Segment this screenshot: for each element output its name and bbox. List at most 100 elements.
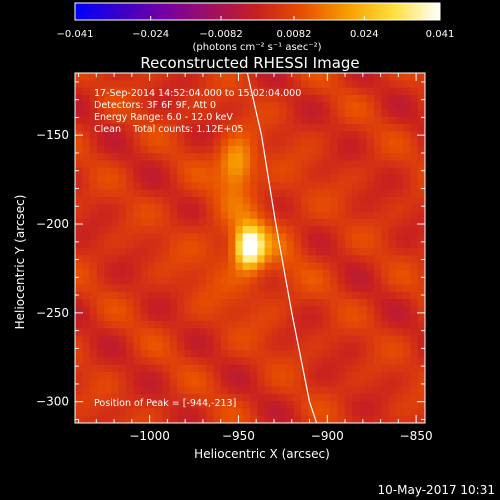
heatmap-cell xyxy=(257,371,266,380)
heatmap-cell xyxy=(308,175,317,183)
heatmap-cell xyxy=(279,204,288,213)
heatmap-cell xyxy=(257,299,266,307)
heatmap-cell xyxy=(235,393,244,402)
heatmap-cell xyxy=(286,269,295,278)
heatmap-cell xyxy=(118,204,127,213)
heatmap-cell xyxy=(198,393,207,402)
heatmap-cell xyxy=(381,218,390,227)
heatmap-cell xyxy=(213,233,222,242)
heatmap-cell xyxy=(133,167,142,176)
heatmap-cell xyxy=(75,335,83,344)
heatmap-cell xyxy=(111,109,120,118)
heatmap-cell xyxy=(301,145,309,154)
heatmap-cell xyxy=(169,109,178,118)
heatmap-cell xyxy=(82,284,91,293)
heatmap-cell xyxy=(403,350,412,358)
heatmap-cell xyxy=(235,182,244,191)
heatmap-cell xyxy=(96,350,105,358)
heatmap-cell xyxy=(104,291,113,300)
heatmap-cell xyxy=(395,204,404,213)
heatmap-cell xyxy=(206,393,215,402)
heatmap-cell xyxy=(344,167,353,176)
heatmap-cell xyxy=(235,204,244,213)
heatmap-cell xyxy=(118,284,127,293)
heatmap-cell xyxy=(250,320,258,329)
heatmap-cell xyxy=(410,233,419,242)
heatmap-cell xyxy=(271,138,280,147)
heatmap-cell xyxy=(89,167,98,176)
heatmap-cell xyxy=(82,262,91,271)
heatmap-cell xyxy=(75,218,83,227)
colorbar-tick-label: −0.041 xyxy=(56,29,93,40)
heatmap-cell xyxy=(126,371,134,380)
heatmap-cell xyxy=(293,408,302,417)
heatmap-cell xyxy=(286,379,295,388)
heatmap-cell xyxy=(118,160,127,169)
heatmap-cell xyxy=(169,328,178,337)
heatmap-cell xyxy=(315,262,324,271)
heatmap-cell xyxy=(264,393,273,402)
heatmap-cell xyxy=(155,379,164,388)
heatmap-cell xyxy=(82,102,91,111)
heatmap-cell xyxy=(271,160,280,169)
heatmap-cell xyxy=(301,371,309,380)
heatmap-cell xyxy=(271,204,280,213)
heatmap-cell xyxy=(104,335,113,344)
heatmap-image xyxy=(75,73,425,423)
heatmap-cell xyxy=(191,284,200,293)
heatmap-cell xyxy=(381,255,390,264)
heatmap-cell xyxy=(242,328,251,337)
heatmap-cell xyxy=(410,408,419,417)
heatmap-cell xyxy=(279,401,288,410)
heatmap-cell xyxy=(250,145,258,154)
heatmap-cell xyxy=(206,87,215,96)
heatmap-cell xyxy=(220,87,229,96)
heatmap-cell xyxy=(337,73,346,81)
heatmap-cell xyxy=(366,306,375,315)
heatmap-cell xyxy=(410,160,419,169)
heatmap-cell xyxy=(162,386,171,395)
heatmap-cell xyxy=(213,124,222,132)
heatmap-cell xyxy=(250,218,258,227)
heatmap-cell xyxy=(133,138,142,147)
heatmap-cell xyxy=(75,189,83,198)
heatmap-cell xyxy=(228,320,237,329)
heatmap-cell xyxy=(373,269,382,278)
heatmap-cell xyxy=(337,218,346,227)
heatmap-cell xyxy=(206,291,215,300)
heatmap-cell xyxy=(147,218,156,227)
heatmap-cell xyxy=(162,401,171,410)
heatmap-cell xyxy=(366,116,375,125)
heatmap-cell xyxy=(359,350,368,358)
heatmap-cell xyxy=(89,94,98,103)
heatmap-cell xyxy=(75,350,83,358)
heatmap-cell xyxy=(220,182,229,191)
heatmap-cell xyxy=(344,189,353,198)
heatmap-cell xyxy=(82,269,91,278)
heatmap-cell xyxy=(322,167,331,176)
heatmap-cell xyxy=(286,371,295,380)
heatmap-cell xyxy=(220,386,229,395)
heatmap-cell xyxy=(228,393,237,402)
heatmap-cell xyxy=(191,342,200,351)
heatmap-cell xyxy=(111,364,120,373)
heatmap-cell xyxy=(198,408,207,417)
heatmap-cell xyxy=(184,94,193,103)
heatmap-cell xyxy=(301,328,309,337)
heatmap-cell xyxy=(198,196,207,205)
heatmap-cell xyxy=(198,379,207,388)
heatmap-cell xyxy=(257,80,266,89)
heatmap-cell xyxy=(315,415,324,423)
heatmap-cell xyxy=(315,138,324,147)
heatmap-cell xyxy=(337,87,346,96)
heatmap-cell xyxy=(293,357,302,366)
heatmap-cell xyxy=(315,269,324,278)
colorbar-units-label: (photons cm⁻² s⁻¹ asec⁻²) xyxy=(192,42,321,53)
heatmap-cell xyxy=(177,379,185,388)
heatmap-cell xyxy=(410,255,419,264)
heatmap-cell xyxy=(381,299,390,307)
heatmap-cell xyxy=(104,124,113,132)
heatmap-cell xyxy=(118,313,127,322)
heatmap-cell xyxy=(250,131,258,140)
heatmap-cell xyxy=(344,218,353,227)
